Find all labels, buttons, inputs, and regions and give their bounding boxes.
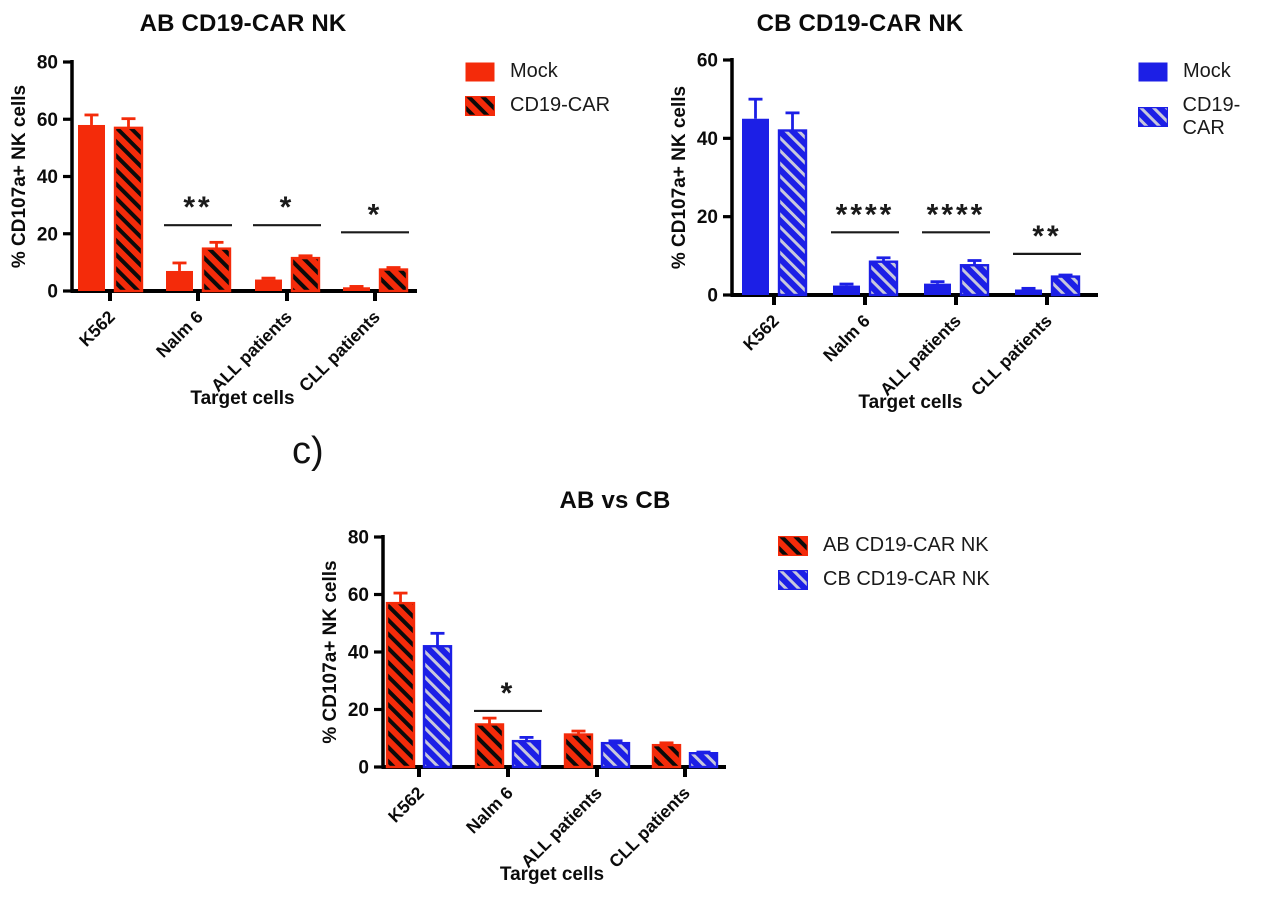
bar-Mock-K562	[742, 118, 769, 295]
x-axis-title: Target cells	[858, 392, 962, 413]
y-tick-label: 60	[37, 110, 58, 131]
y-tick-label: 40	[697, 129, 718, 150]
significance-stars: **	[183, 191, 212, 224]
bar-CD19-CAR-K562	[777, 129, 808, 297]
legend-item: CB CD19-CAR NK	[778, 568, 990, 591]
bar-AB CD19-CAR NK-K562	[385, 601, 416, 769]
x-category-label: ALL patients	[876, 311, 965, 400]
x-category-label: ALL patients	[517, 783, 606, 872]
x-category-label: K562	[739, 311, 783, 355]
significance-stars: ****	[836, 198, 895, 231]
x-category-label: ALL patients	[207, 307, 296, 396]
legend-cb: Mock CD19-CAR	[1138, 60, 1281, 140]
bar-CB CD19-CAR NK-Nalm 6	[511, 739, 542, 769]
legend-label: Mock	[1183, 60, 1231, 82]
bar-CD19-CAR-CLL patients	[1050, 275, 1081, 297]
bar-Mock-ALL patients	[255, 279, 282, 291]
y-tick-label: 40	[348, 643, 369, 664]
legend-swatch-rect	[465, 95, 495, 116]
chart-title-ab-vs-cb: AB vs CB	[559, 487, 671, 514]
legend-ab-vs-cb: AB CD19-CAR NK CB CD19-CAR NK	[778, 534, 990, 591]
bar-Mock-CLL patients	[1015, 289, 1042, 295]
panel-label-c: c)	[292, 430, 324, 472]
y-tick-label: 20	[348, 700, 369, 721]
bar-CD19-CAR-CLL patients	[378, 268, 409, 293]
x-category-label: Nalm 6	[152, 306, 207, 361]
x-category-label: CLL patients	[967, 311, 1056, 400]
bar-Mock-CLL patients	[343, 287, 370, 291]
x-axis-title: Target cells	[500, 864, 604, 885]
chart-title-cb: CB CD19-CAR NK	[756, 10, 964, 37]
y-tick-label: 40	[37, 167, 58, 188]
bar-CD19-CAR-Nalm 6	[868, 260, 899, 297]
x-category-label: CLL patients	[295, 307, 384, 396]
significance-stars: *	[368, 198, 383, 231]
significance-stars: *	[280, 191, 295, 224]
legend-swatch-hatch-red	[778, 535, 808, 556]
bar-CB CD19-CAR NK-ALL patients	[600, 741, 631, 769]
chart-cb-plot: 0 20 40 60 % CD107a+ NK cells K562 Nalm 6 ALL p…	[669, 51, 1098, 413]
chart-title-ab: AB CD19-CAR NK	[139, 10, 347, 37]
legend-swatch-solid-red	[465, 62, 495, 81]
bar-CB CD19-CAR NK-K562	[422, 645, 453, 769]
legend-swatch-rect	[465, 62, 495, 81]
y-tick-label: 80	[348, 528, 369, 549]
legend-item: Mock	[1138, 60, 1281, 83]
legend-swatch-rect	[1138, 62, 1168, 81]
legend-label: CD19-CAR	[510, 94, 611, 116]
y-axis-title: % CD107a+ NK cells	[9, 85, 30, 268]
y-tick-label: 0	[47, 282, 58, 303]
y-tick-label: 20	[697, 207, 718, 228]
chart-ab-plot: 0 20 40 60 80 % CD107a+ NK cells K562 Nalm 6 ALL…	[9, 53, 417, 409]
bar-Mock-K562	[78, 124, 105, 291]
legend-swatch-hatch-blue	[778, 569, 808, 590]
x-category-label: Nalm 6	[819, 310, 874, 365]
y-tick-label: 0	[358, 758, 369, 779]
bar-AB CD19-CAR NK-ALL patients	[563, 733, 594, 769]
legend-swatch-solid-blue	[1138, 62, 1168, 81]
legend-label: Mock	[510, 60, 558, 82]
significance-stars: *	[501, 677, 516, 710]
legend-swatch-rect	[1138, 107, 1168, 127]
significance-stars: ****	[927, 198, 986, 231]
y-tick-label: 60	[348, 585, 369, 606]
legend-label: AB CD19-CAR NK	[823, 534, 989, 556]
bar-CB CD19-CAR NK-CLL patients	[688, 752, 719, 769]
legend-swatch-rect	[778, 535, 808, 556]
x-category-label: K562	[384, 783, 428, 827]
bar-CD19-CAR-ALL patients	[959, 264, 990, 297]
y-tick-label: 80	[37, 53, 58, 74]
legend-swatch-rect	[778, 569, 808, 590]
x-category-label: Nalm 6	[462, 782, 517, 837]
y-tick-label: 20	[37, 224, 58, 245]
bar-Mock-Nalm 6	[166, 270, 193, 291]
legend-swatch-hatch-blue	[1138, 107, 1168, 127]
legend-label: CB CD19-CAR NK	[823, 568, 990, 590]
y-axis-title: % CD107a+ NK cells	[320, 560, 341, 743]
bar-Mock-ALL patients	[924, 283, 951, 295]
x-category-label: K562	[75, 307, 119, 351]
bar-CD19-CAR-ALL patients	[290, 256, 321, 293]
legend-item: AB CD19-CAR NK	[778, 534, 990, 557]
y-axis-title: % CD107a+ NK cells	[669, 86, 690, 269]
legend-item: CD19-CAR	[465, 94, 610, 117]
legend-item: Mock	[465, 60, 610, 83]
bar-AB CD19-CAR NK-CLL patients	[651, 743, 682, 769]
bar-Mock-Nalm 6	[833, 285, 860, 295]
x-axis-title: Target cells	[190, 388, 294, 409]
y-tick-label: 0	[707, 286, 718, 307]
legend-swatch-hatch-red	[465, 95, 495, 116]
bar-CD19-CAR-K562	[113, 126, 144, 293]
x-category-label: CLL patients	[605, 783, 694, 872]
bar-CD19-CAR-Nalm 6	[201, 247, 232, 293]
chart-ab-vs-cb-plot: 0 20 40 60 80 % CD107a+ NK cells K562 Nalm 6 ALL…	[320, 528, 726, 885]
significance-stars: **	[1032, 220, 1061, 253]
legend-label: CD19-CAR	[1182, 94, 1241, 139]
bar-AB CD19-CAR NK-Nalm 6	[474, 723, 505, 769]
legend-item: CD19-CAR	[1138, 94, 1281, 140]
y-tick-label: 60	[697, 51, 718, 72]
legend-ab: Mock CD19-CAR	[465, 60, 610, 117]
